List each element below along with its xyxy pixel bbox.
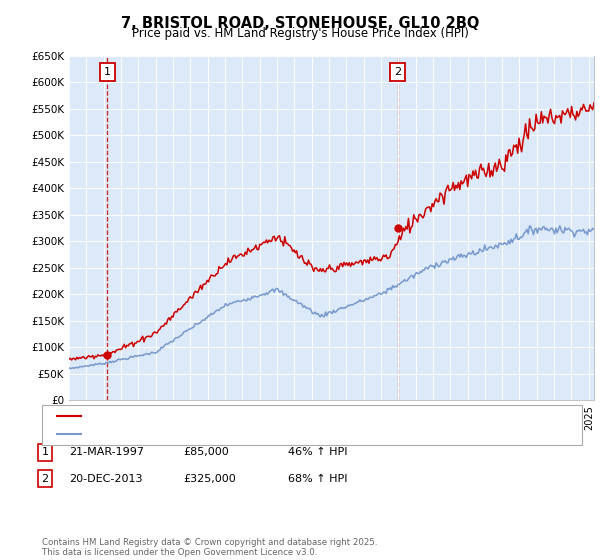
Text: HPI: Average price, semi-detached house, Stroud: HPI: Average price, semi-detached house,… [87, 429, 343, 439]
Text: 7, BRISTOL ROAD, STONEHOUSE, GL10 2BQ: 7, BRISTOL ROAD, STONEHOUSE, GL10 2BQ [121, 16, 479, 31]
Text: 7, BRISTOL ROAD, STONEHOUSE, GL10 2BQ (semi-detached house): 7, BRISTOL ROAD, STONEHOUSE, GL10 2BQ (s… [87, 411, 439, 421]
Text: Contains HM Land Registry data © Crown copyright and database right 2025.
This d: Contains HM Land Registry data © Crown c… [42, 538, 377, 557]
Text: 21-MAR-1997: 21-MAR-1997 [69, 447, 144, 458]
Text: Price paid vs. HM Land Registry's House Price Index (HPI): Price paid vs. HM Land Registry's House … [131, 27, 469, 40]
Text: £85,000: £85,000 [183, 447, 229, 458]
Text: 2: 2 [394, 67, 401, 77]
Text: 1: 1 [41, 447, 49, 458]
Text: 1: 1 [104, 67, 111, 77]
Text: 46% ↑ HPI: 46% ↑ HPI [288, 447, 347, 458]
Text: 68% ↑ HPI: 68% ↑ HPI [288, 474, 347, 484]
Text: 2: 2 [41, 474, 49, 484]
Text: 20-DEC-2013: 20-DEC-2013 [69, 474, 143, 484]
Text: £325,000: £325,000 [183, 474, 236, 484]
